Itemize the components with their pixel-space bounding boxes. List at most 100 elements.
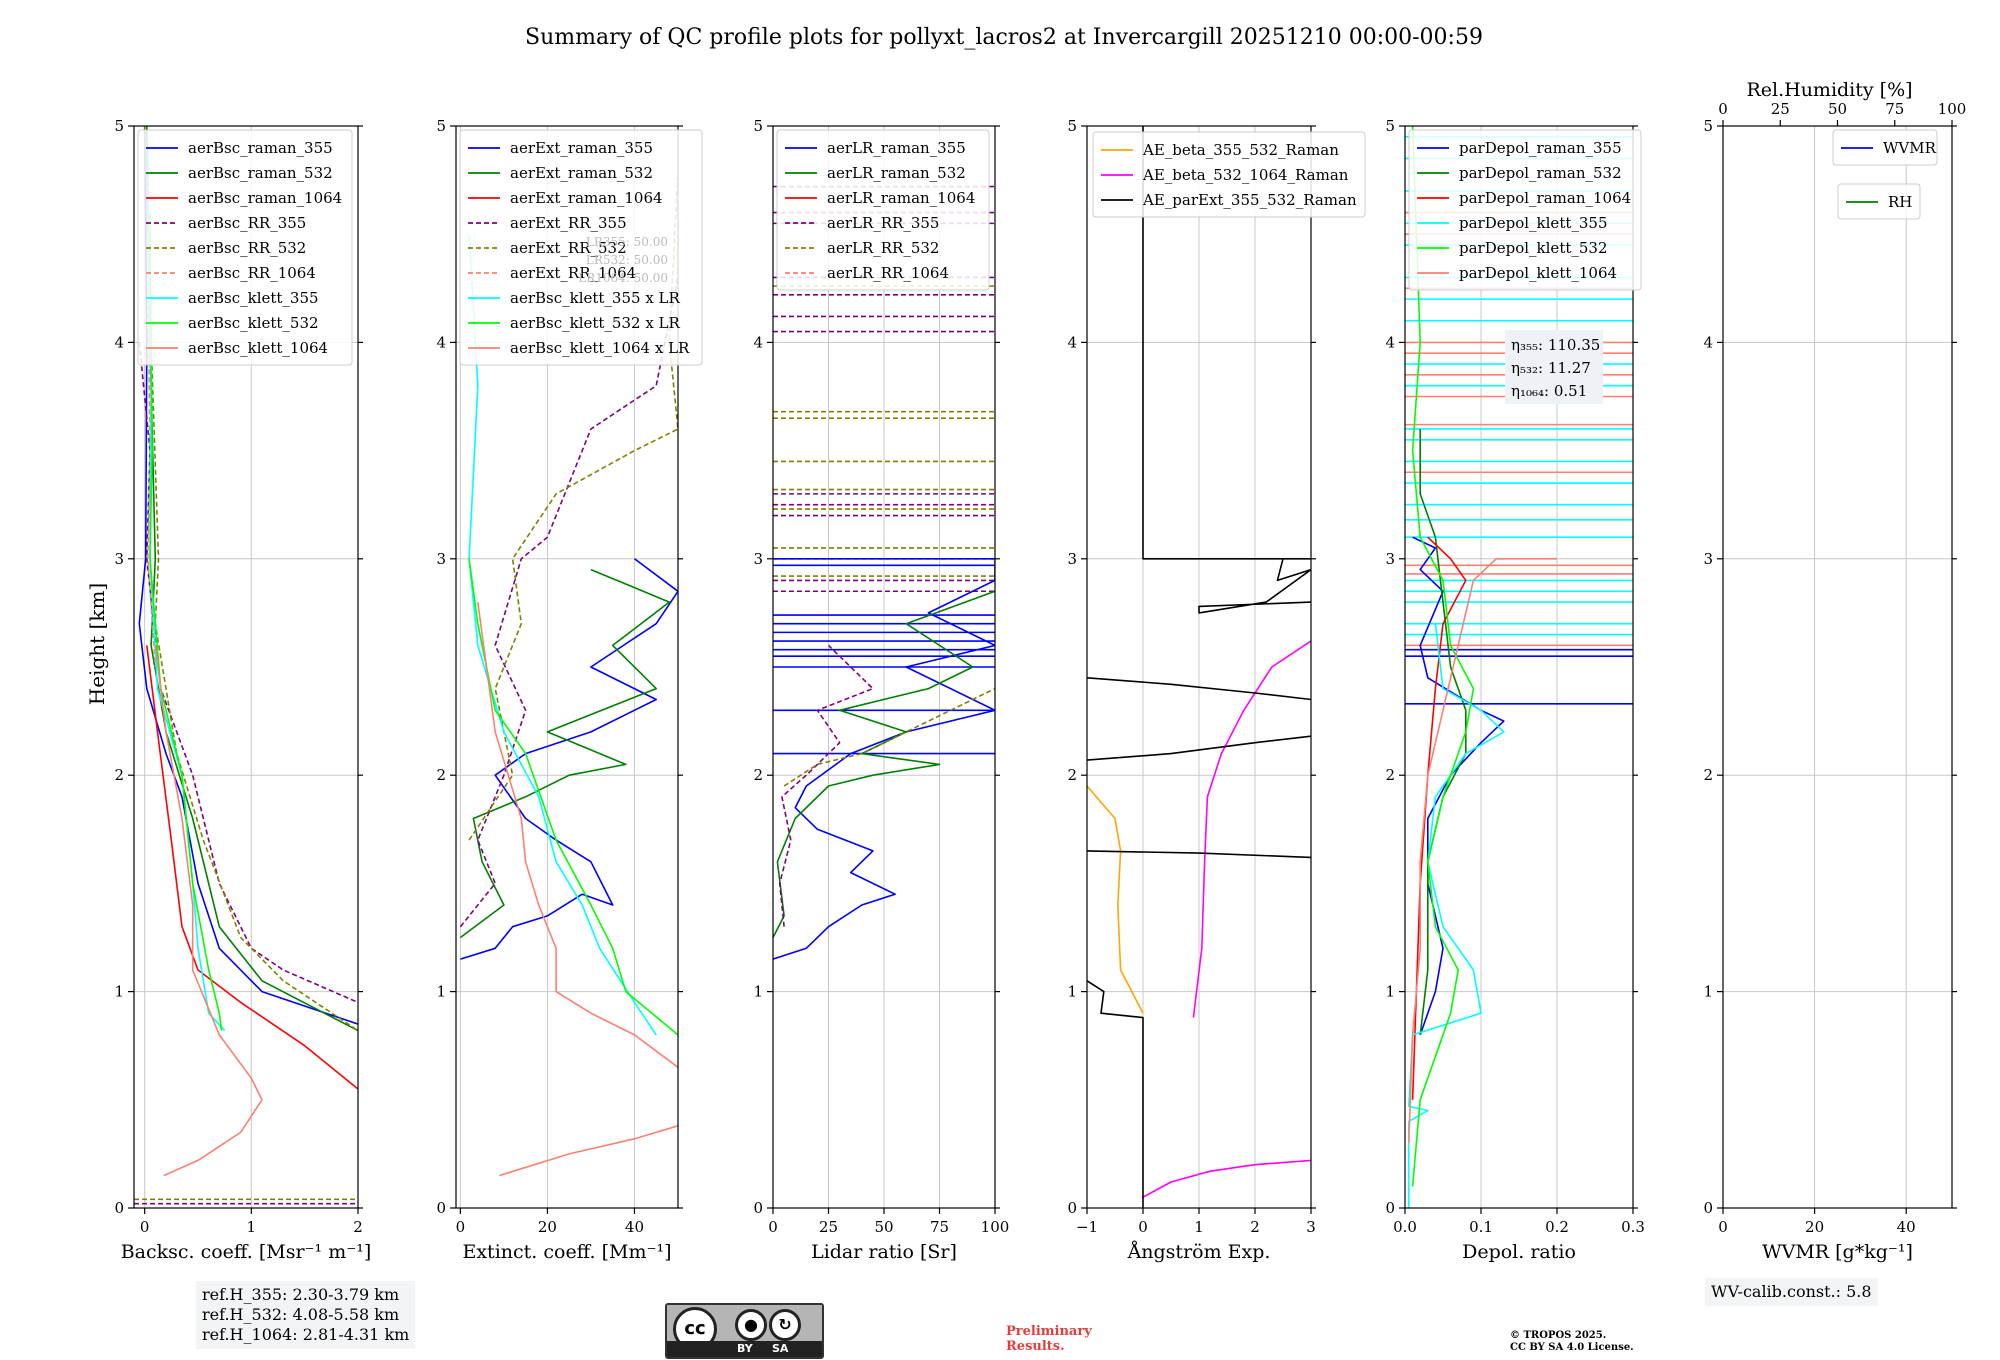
cc-sa-label: SA: [772, 1342, 789, 1355]
y-tick-label: 2: [436, 766, 446, 784]
x-tick-label: 2: [353, 1218, 363, 1236]
legend-label: aerBsc_klett_355 x LR: [510, 289, 681, 307]
legend-label: aerBsc_raman_1064: [188, 189, 342, 207]
ref-height-box: ref.H_355: 2.30-3.79 km ref.H_532: 4.08-…: [196, 1281, 416, 1349]
legend-label: aerBsc_klett_532 x LR: [510, 314, 681, 332]
x-tick-label: 0.1: [1469, 1218, 1493, 1236]
series-pardepol-raman-355: [1412, 536, 1505, 1036]
series-ae-parext-355-532-raman-mid1-: [1087, 677, 1311, 701]
y-tick-label: 2: [1067, 766, 1077, 784]
series-aerbsc-klett-1064: [154, 645, 263, 1177]
y-tick-label: 5: [1385, 117, 1395, 135]
panel-lidar_ratio: 0 25 50 75 100 0 1 2 3 4 5 Lidar ratio [Sr] aerLR_ra…: [753, 117, 1009, 1263]
series-aerbsc-klett-532: [149, 212, 223, 1031]
ref-height-1064: ref.H_1064: 2.81-4.31 km: [202, 1325, 410, 1344]
y-tick-label: 3: [436, 550, 446, 568]
series-aerlr-rr-355: [778, 644, 874, 927]
legend-label: RH: [1888, 193, 1912, 211]
y-tick-label: 1: [753, 983, 763, 1001]
x-tick-label: 0.2: [1545, 1218, 1569, 1236]
y-tick-label: 0: [753, 1199, 763, 1217]
panel-depol: 0.0 0.1 0.2 0.3 0 1 2 3 4 5 Depol. ratio parDepol_r…: [1385, 117, 1644, 1263]
y-tick-label: 5: [753, 117, 763, 135]
x-tick-label: 0: [768, 1218, 778, 1236]
legend-label: aerLR_RR_355: [827, 214, 939, 232]
y-tick-label: 3: [1703, 550, 1713, 568]
x-tick-label: 100: [981, 1218, 1010, 1236]
legend: aerLR_raman_355 aerLR_raman_532 aerLR_rama…: [776, 129, 990, 291]
x-tick-label: 3: [1306, 1218, 1316, 1236]
y-tick-label: 1: [1703, 983, 1713, 1001]
x-axis-label: Extinct. coeff. [Mm⁻¹]: [462, 1241, 671, 1263]
legend-label: parDepol_raman_1064: [1459, 189, 1631, 207]
x-tick-label: 0: [1138, 1218, 1148, 1236]
cc-by-label: BY: [737, 1342, 753, 1355]
series-pardepol-klett-532: [1411, 126, 1475, 1187]
series-pardepol-klett-1064: [1408, 557, 1557, 1144]
legend-label: aerBsc_klett_1064: [188, 339, 328, 357]
legend-box: [137, 129, 353, 366]
panel-backscatter: 0 1 2 0 1 2 3 4 5 Backsc. coeff. [Msr⁻¹ m⁻¹] aerBs…: [114, 117, 371, 1263]
legend-label: aerExt_raman_1064: [510, 189, 663, 207]
legend-box: [1408, 129, 1642, 291]
series-aerbsc-raman-355: [138, 126, 358, 1025]
series-aerext-raman-355: [460, 558, 678, 960]
y-tick-label: 4: [1703, 333, 1713, 351]
cc-license-badge: cc ● ↻ BY SA: [665, 1303, 824, 1359]
legend: aerBsc_raman_355 aerBsc_raman_532 aerBsc_r…: [137, 129, 353, 366]
legend-box: [1092, 131, 1366, 218]
legend-label: parDepol_klett_532: [1459, 239, 1608, 257]
x-tick-label: 20: [1805, 1218, 1824, 1236]
legend-label: aerLR_raman_1064: [827, 189, 975, 207]
legend-label: aerBsc_RR_1064: [188, 264, 316, 282]
legend-label: aerLR_raman_532: [827, 164, 966, 182]
x-tick-label: 50: [874, 1218, 893, 1236]
legend: aerExt_raman_355 aerExt_raman_532 aerExt_r…: [459, 129, 703, 366]
y-tick-label: 1: [1385, 983, 1395, 1001]
y-tick-label: 4: [1067, 333, 1077, 351]
wv-calib-text: WV-calib.const.: 5.8: [1711, 1282, 1872, 1301]
x-tick-label: 1: [1194, 1218, 1204, 1236]
legend-label: aerBsc_klett_532: [188, 314, 319, 332]
y-tick-label: 4: [114, 333, 124, 351]
series-aerbsc-rr-532: [143, 126, 358, 1032]
legend-label: aerLR_RR_1064: [827, 264, 949, 282]
x2-tick-label: 100: [1938, 100, 1967, 118]
x2-tick-label: 50: [1828, 100, 1847, 118]
y-tick-label: 1: [114, 983, 124, 1001]
eta-label: η₁₀₆₄: 0.51: [1511, 382, 1587, 400]
series-ae-parext-355-532-raman: [1142, 126, 1311, 614]
legend: AE_beta_355_532_Raman AE_beta_532_1064_Ra…: [1092, 131, 1366, 218]
legend: parDepol_raman_355 parDepol_raman_532 parD…: [1408, 129, 1642, 291]
series-ae-parext-355-532-raman-low-: [1087, 980, 1144, 1208]
panel-extinction: 0 20 40 0 1 2 3 4 5 Extinct. coeff. [Mm⁻¹] aerExt_…: [436, 117, 703, 1263]
series-pardepol-raman-532: [1419, 429, 1467, 1035]
preliminary-note: Preliminary Results.: [1006, 1324, 1092, 1354]
series-aerbsc-klett-1064-x-lr: [477, 601, 678, 1068]
legend-label: aerExt_raman_532: [510, 164, 653, 182]
x-tick-label: 0: [456, 1218, 466, 1236]
legend-label: aerBsc_klett_1064 x LR: [510, 339, 690, 357]
legend-label: aerExt_RR_355: [510, 214, 627, 232]
series-aerext-raman-532: [459, 568, 671, 939]
series-aerbsc-klett-532-x-lr: [468, 558, 678, 1036]
x-tick-label: 75: [930, 1218, 949, 1236]
legend-label: WVMR: [1883, 139, 1937, 157]
legend-label: aerExt_RR_532: [510, 239, 627, 257]
y-tick-label: 2: [753, 766, 763, 784]
ref-height-532: ref.H_532: 4.08-5.58 km: [202, 1305, 400, 1324]
by-person-icon: ●: [735, 1309, 767, 1341]
legend-label: aerBsc_klett_355: [188, 289, 319, 307]
axes-frame: [455, 125, 679, 1209]
legend-label: parDepol_raman_532: [1459, 164, 1622, 182]
y-tick-label: 0: [1385, 1199, 1395, 1217]
legend-label: AE_parExt_355_532_Raman: [1142, 191, 1357, 209]
axes-frame: [1722, 125, 1953, 1209]
legend-rh: RH: [1837, 183, 1921, 220]
x-axis-label: Lidar ratio [Sr]: [811, 1241, 957, 1263]
plot-area: [1087, 126, 1311, 1208]
plot-area: [459, 169, 678, 1177]
lr-label: LR532: 50.00: [586, 253, 668, 267]
x2-tick-label: 0: [1718, 100, 1728, 118]
x-axis-label: Depol. ratio: [1462, 1241, 1576, 1263]
